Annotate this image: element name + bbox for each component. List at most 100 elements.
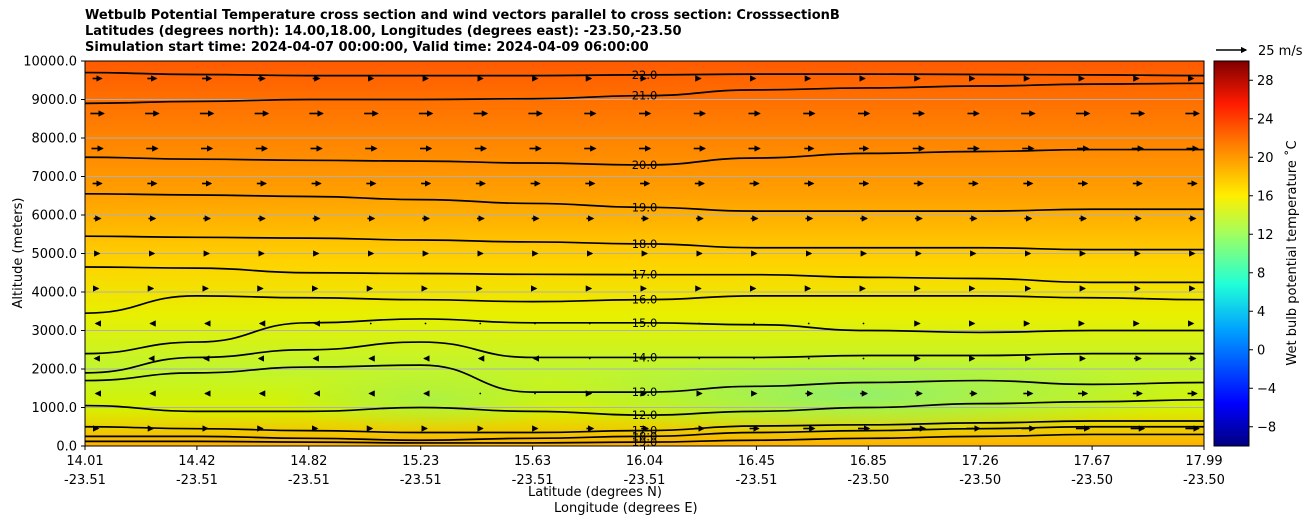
- wind-vector: [588, 357, 591, 360]
- contour-line: [85, 235, 1204, 251]
- wind-vector: [698, 357, 701, 360]
- x-tick-label-lat: 17.67: [1073, 454, 1110, 469]
- colorbar-tick-label: 20: [1257, 151, 1274, 166]
- temperature-field-green-patch: [280, 370, 580, 430]
- contour-line: [85, 82, 1204, 105]
- x-axis-label-longitude: Longitude (degrees E): [554, 501, 698, 516]
- colorbar-tick-label: 12: [1257, 228, 1274, 243]
- contour-line: [85, 398, 1204, 417]
- y-tick-label: 7000.0: [32, 170, 78, 185]
- contour-label: 16.0: [632, 293, 658, 307]
- colorbar-tick-label: −4: [1257, 382, 1276, 397]
- temperature-field-green-core: [530, 355, 1190, 435]
- contour-label: 13.0: [632, 385, 658, 399]
- x-tick-label-lat: 16.45: [738, 454, 775, 469]
- x-tick-label-lat: 16.85: [850, 454, 887, 469]
- contour-label: 20.0: [632, 158, 658, 172]
- colorbar-tick-label: 24: [1257, 112, 1274, 127]
- x-tick-label-lat: 15.23: [402, 454, 439, 469]
- quiver-key: 25 m/s: [1216, 44, 1303, 59]
- contour-line: [85, 341, 1204, 374]
- colorbar-tick-label: 4: [1257, 305, 1265, 320]
- contour-line: [85, 425, 1204, 442]
- chart-title-line-2: Latitudes (degrees north): 14.00,18.00, …: [85, 24, 682, 39]
- x-tick-label-lon: -23.51: [624, 473, 666, 488]
- colorbar-tick-label: 16: [1257, 189, 1274, 204]
- wind-vector: [588, 322, 591, 325]
- y-tick-label: 6000.0: [32, 209, 78, 224]
- x-axis: 14.01 -23.51 14.42 -23.51 14.82 -23.51 15.23 -2…: [64, 446, 1225, 488]
- wind-vector: [643, 357, 646, 360]
- contour-label: 21.0: [632, 89, 658, 103]
- x-tick-label-lat: 17.26: [962, 454, 999, 469]
- wind-vectors: [90, 75, 1200, 432]
- x-tick-label-lon: -23.51: [735, 473, 777, 488]
- y-tick-label: 9000.0: [32, 93, 78, 108]
- colorbar-tick-label: −8: [1257, 420, 1276, 435]
- wind-vector: [862, 357, 865, 360]
- x-tick-label-lon: -23.51: [64, 473, 106, 488]
- chart-title-line-3: Simulation start time: 2024-04-07 00:00:…: [85, 40, 649, 55]
- y-tick-label: 5000.0: [32, 247, 78, 262]
- wind-vector: [534, 392, 536, 395]
- x-tick-label-lon: -23.50: [959, 473, 1001, 488]
- wind-vector: [753, 357, 755, 360]
- x-tick-label-lon: -23.50: [847, 473, 889, 488]
- y-tick-label: 1000.0: [32, 401, 78, 416]
- x-tick-label-lon: -23.51: [512, 473, 554, 488]
- wind-vector: [807, 322, 810, 325]
- contour-label: 18.0: [632, 237, 658, 251]
- x-tick-label-lat: 15.63: [514, 454, 551, 469]
- y-axis-label: Altitude (meters): [11, 198, 26, 309]
- contour-line: [85, 148, 1204, 166]
- contour-label: 17.0: [632, 268, 658, 282]
- x-tick-label-lon: -23.51: [400, 473, 442, 488]
- y-tick-label: 2000.0: [32, 363, 78, 378]
- y-axis: 0.0 1000.0 2000.0 3000.0 4000.0 5000.0 6000.0 7…: [23, 55, 85, 455]
- wind-vector: [479, 322, 482, 325]
- x-tick-label-lat: 17.99: [1185, 454, 1222, 469]
- y-tick-label: 8000.0: [32, 132, 78, 147]
- x-tick-label-lon: -23.50: [1183, 473, 1225, 488]
- colorbar-label: Wet bulb potential temperature ˚C: [1284, 140, 1300, 365]
- colorbar-tick-label: 8: [1257, 266, 1265, 281]
- y-tick-label: 0.0: [56, 440, 77, 455]
- wind-vector: [643, 322, 646, 325]
- wind-vector: [369, 322, 372, 325]
- colorbar-gradient: [1213, 60, 1250, 447]
- colorbar: 28 24 20 16 12 8 4 0 −4 −8 Wet bulb potential tem…: [1213, 60, 1300, 447]
- y-tick-label: 3000.0: [32, 324, 78, 339]
- wind-vector: [807, 357, 810, 360]
- contour-label: 12.0: [632, 408, 658, 422]
- colorbar-ticks: 28 24 20 16 12 8 4 0 −4 −8: [1249, 74, 1276, 435]
- x-tick-label-lat: 14.42: [178, 454, 215, 469]
- grid-lines: [85, 99, 1204, 408]
- x-tick-label-lon: -23.51: [176, 473, 218, 488]
- x-tick-label-lat: 14.01: [66, 454, 103, 469]
- contour-label: 19.0: [632, 435, 658, 449]
- wind-vector: [424, 322, 427, 325]
- x-tick-label-lon: -23.51: [288, 473, 330, 488]
- wind-vector: [753, 322, 755, 325]
- contour-label: 22.0: [632, 68, 658, 82]
- contour-label: 18.0: [632, 429, 658, 443]
- contour-line: [85, 433, 1204, 444]
- colorbar-tick-label: 0: [1257, 343, 1265, 358]
- contour-label: 14.0: [632, 350, 658, 364]
- chart-title-line-1: Wetbulb Potential Temperature cross sect…: [85, 8, 840, 23]
- wind-vector: [698, 322, 701, 325]
- wind-vector: [862, 322, 865, 325]
- x-tick-label-lon: -23.50: [1071, 473, 1113, 488]
- quiver-key-label: 25 m/s: [1258, 44, 1303, 59]
- contour-line: [85, 71, 1204, 77]
- x-tick-label-lat: 16.04: [626, 454, 663, 469]
- contour-line: [85, 266, 1204, 284]
- x-tick-label-lat: 14.82: [290, 454, 327, 469]
- contour-line: [85, 294, 1204, 315]
- colorbar-tick-label: 28: [1257, 74, 1274, 89]
- y-tick-label: 4000.0: [32, 286, 78, 301]
- y-tick-label: 10000.0: [23, 55, 77, 70]
- contour-label: 19.0: [632, 200, 658, 214]
- wind-vector: [534, 322, 536, 325]
